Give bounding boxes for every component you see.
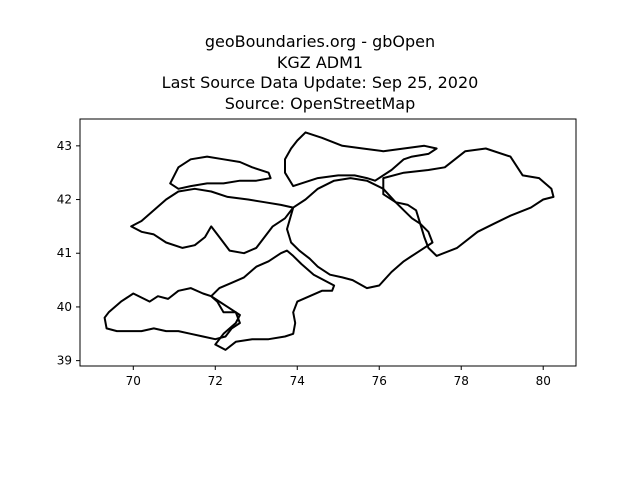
title-line-2: KGZ ADM1 [276, 52, 364, 72]
region-boundary-1 [103, 287, 241, 341]
y-tick-label: 43 [57, 139, 72, 153]
region-group [103, 131, 555, 351]
region-boundary-4 [169, 155, 272, 190]
axes-group: 70 72 74 76 78 80 39 40 41 42 43 [57, 139, 551, 388]
x-tick-label: 72 [208, 374, 223, 388]
title-line-1: geoBoundaries.org - gbOpen [204, 32, 436, 51]
plot-frame [79, 118, 577, 367]
map-title: geoBoundaries.org - gbOpen KGZ ADM1 Last… [0, 32, 640, 114]
region-boundary-3 [130, 187, 295, 255]
region-boundary-2 [210, 249, 336, 351]
title-line-3: Last Source Data Update: Sep 25, 2020 [161, 73, 479, 92]
x-tick-label: 78 [454, 374, 469, 388]
region-boundary-7 [382, 147, 555, 257]
x-tick-label: 80 [536, 374, 551, 388]
region-boundary-6 [286, 177, 434, 290]
y-tick-label: 42 [57, 193, 72, 207]
x-tick-label: 74 [290, 374, 305, 388]
x-tick-label: 70 [126, 374, 141, 388]
x-tick-label: 76 [372, 374, 387, 388]
y-tick-label: 40 [57, 300, 72, 314]
title-line-4: Source: OpenStreetMap [224, 93, 416, 113]
y-tick-label: 41 [57, 246, 72, 260]
region-boundary-5 [284, 131, 438, 188]
y-tick-label: 39 [57, 354, 72, 368]
